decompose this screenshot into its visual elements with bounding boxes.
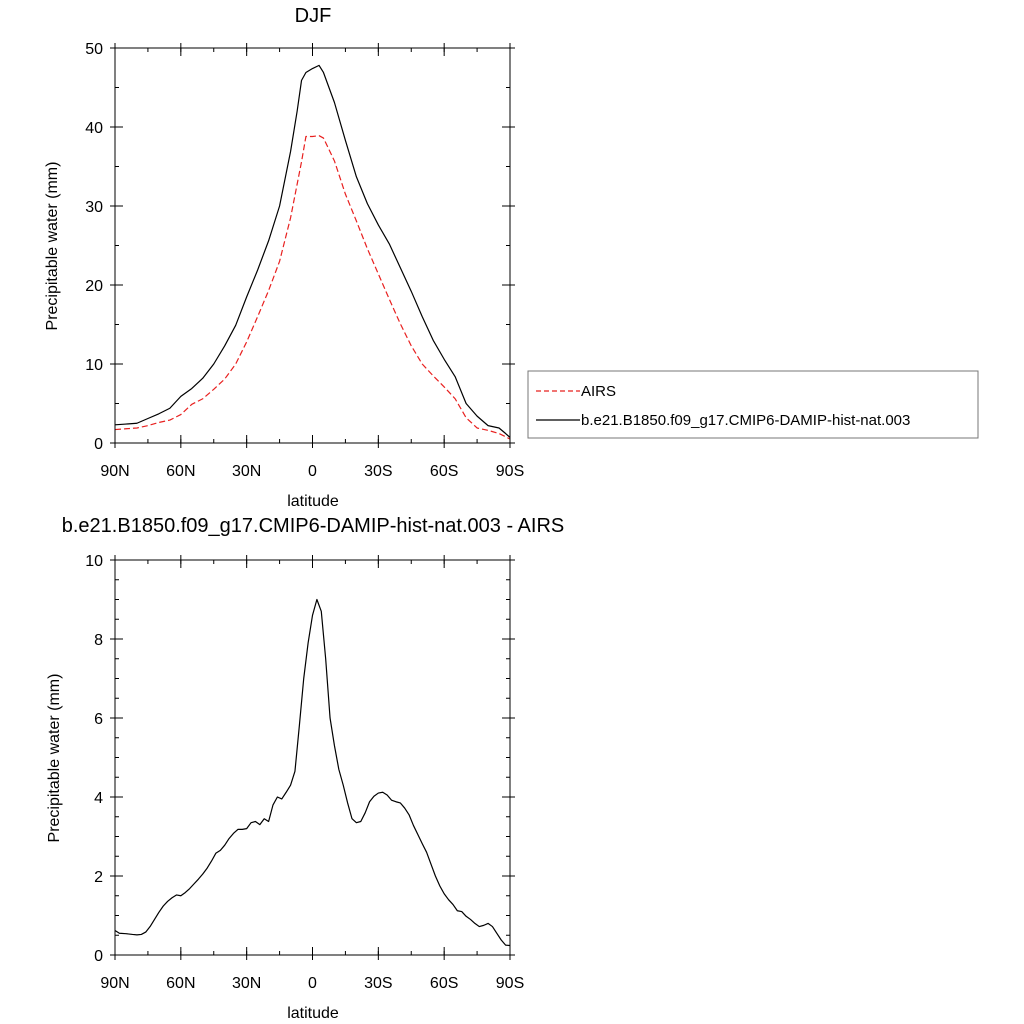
chart-1-ylabel: Precipitable water (mm) [44, 162, 61, 331]
chart-2-plot-frame [114, 559, 511, 956]
y-tick-label: 10 [85, 553, 103, 570]
legend: AIRS b.e21.B1850.f09_g17.CMIP6-DAMIP-his… [527, 370, 979, 439]
x-tick-label: 60S [430, 463, 458, 480]
chart-panel-2: b.e21.B1850.f09_g17.CMIP6-DAMIP-hist-nat… [46, 515, 564, 1022]
x-tick-label: 30N [232, 463, 261, 480]
chart-1-tick-labels: 0 10 20 30 40 50 90N 60N 30N 0 30S 60S 90S [85, 41, 524, 480]
x-tick-label: 90N [100, 975, 129, 992]
chart-1-series [114, 64, 511, 440]
y-tick-label: 50 [85, 41, 103, 58]
chart-1-plot-frame [114, 47, 511, 444]
y-tick-label: 2 [94, 869, 103, 886]
x-tick-label: 30S [364, 975, 392, 992]
x-tick-label: 0 [308, 463, 317, 480]
series-line-airs [114, 135, 511, 440]
series-line-b-e21-b1850-f09-g17-cmip6-damip-hist-nat-003 [114, 64, 511, 438]
y-tick-label: 20 [85, 278, 103, 295]
chart-2-title: b.e21.B1850.f09_g17.CMIP6-DAMIP-hist-nat… [62, 515, 565, 537]
x-tick-label: 30N [232, 975, 261, 992]
x-tick-label: 60N [166, 463, 195, 480]
y-tick-label: 40 [85, 120, 103, 137]
y-tick-label: 8 [94, 632, 103, 649]
x-tick-label: 60N [166, 975, 195, 992]
y-tick-label: 0 [94, 436, 103, 453]
chart-1-ticks [110, 43, 515, 448]
x-tick-label: 90S [496, 975, 524, 992]
y-tick-label: 6 [94, 711, 103, 728]
y-tick-label: 30 [85, 199, 103, 216]
x-tick-label: 30S [364, 463, 392, 480]
x-tick-label: 60S [430, 975, 458, 992]
chart-1-xlabel: latitude [287, 493, 339, 510]
series-line-difference [114, 598, 511, 947]
chart-2-xlabel: latitude [287, 1005, 339, 1022]
chart-1-title: DJF [295, 5, 332, 27]
y-tick-label: 10 [85, 357, 103, 374]
chart-panel-1: DJF 0 10 20 30 40 50 90N 60N 30N 0 30S 60S 90S latit… [44, 5, 524, 510]
x-tick-label: 90N [100, 463, 129, 480]
chart-2-ylabel: Precipitable water (mm) [46, 674, 63, 843]
x-tick-label: 90S [496, 463, 524, 480]
y-tick-label: 4 [94, 790, 103, 807]
x-tick-label: 0 [308, 975, 317, 992]
legend-box [527, 370, 979, 439]
legend-label-model: b.e21.B1850.f09_g17.CMIP6-DAMIP-hist-nat… [581, 412, 910, 429]
legend-label-airs: AIRS [581, 383, 616, 400]
y-tick-label: 0 [94, 948, 103, 965]
chart-2-tick-labels: 0 2 4 6 8 10 90N 60N 30N 0 30S 60S 90S [85, 553, 524, 992]
chart-2-series [114, 598, 511, 947]
